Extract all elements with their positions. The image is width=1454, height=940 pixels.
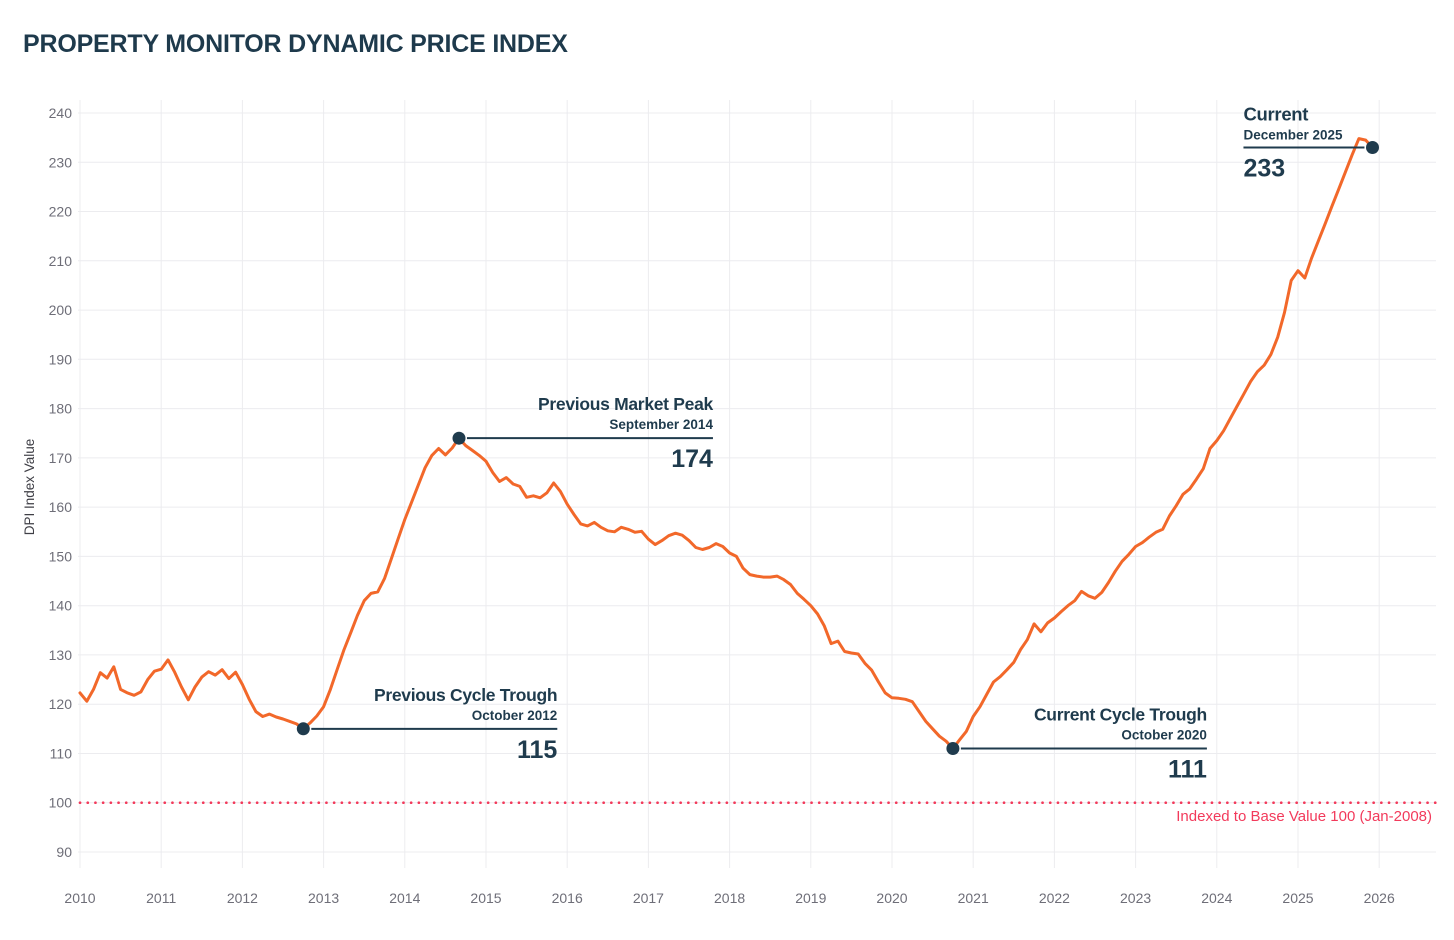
y-tick-label: 170: [49, 450, 73, 466]
x-tick-label: 2011: [146, 890, 176, 906]
y-tick-label: 120: [49, 696, 73, 712]
annotation-date: December 2025: [1243, 127, 1343, 142]
annotation-dot: [1366, 141, 1379, 154]
annotation-title: Current: [1243, 103, 1308, 124]
annotation-title: Previous Market Peak: [538, 394, 713, 414]
annotation-value: 115: [517, 736, 557, 764]
x-axis-ticks: 2010 2011 2012 2013 2014 2015 2016 2017 2018 2019…: [64, 890, 1395, 906]
y-tick-label: 110: [50, 746, 73, 762]
y-tick-label: 180: [49, 401, 73, 417]
x-tick-label: 2012: [227, 890, 258, 906]
x-tick-label: 2025: [1282, 890, 1313, 906]
x-tick-label: 2013: [308, 890, 339, 906]
dpi-price-line: [78, 137, 1374, 750]
x-tick-label: 2020: [876, 890, 907, 906]
annotation-date: October 2020: [1121, 728, 1207, 743]
y-tick-label: 200: [49, 302, 73, 318]
x-tick-label: 2015: [470, 890, 501, 906]
x-tick-label: 2018: [714, 890, 745, 906]
annotation-date: October 2012: [472, 708, 558, 723]
x-tick-label: 2010: [64, 890, 95, 906]
annotation-previous-market-peak: Previous Market Peak September 2014 174: [452, 394, 714, 473]
annotation-current: Current December 2025 233: [1243, 103, 1379, 182]
y-tick-label: 220: [49, 204, 73, 220]
annotation-date: September 2014: [609, 417, 713, 432]
y-tick-label: 210: [49, 253, 73, 269]
annotation-value: 174: [671, 445, 713, 473]
annotation-title: Previous Cycle Trough: [374, 685, 557, 705]
x-tick-label: 2017: [633, 890, 664, 906]
y-tick-label: 140: [49, 598, 73, 614]
page-title: PROPERTY MONITOR DYNAMIC PRICE INDEX: [23, 30, 568, 58]
annotation-dot: [452, 431, 466, 445]
y-tick-label: 90: [56, 844, 72, 860]
annotation-title: Current Cycle Trough: [1034, 705, 1207, 725]
y-tick-label: 150: [49, 548, 73, 564]
y-tick-label: 160: [49, 499, 73, 515]
x-tick-label: 2016: [552, 890, 583, 906]
annotation-dot: [946, 742, 960, 755]
y-axis-title: DPI Index Value: [22, 439, 37, 536]
annotation-value: 111: [1168, 756, 1207, 784]
x-tick-label: 2022: [1039, 890, 1070, 906]
x-tick-label: 2014: [389, 890, 420, 906]
annotation-value: 233: [1243, 154, 1285, 182]
x-tick-label: 2021: [958, 890, 989, 906]
y-tick-label: 230: [49, 154, 73, 170]
y-axis-ticks: 90 100 110 120 130 140 150 160 170 180 190 200 210 22…: [49, 105, 73, 860]
y-tick-label: 130: [49, 647, 73, 663]
x-tick-label: 2019: [795, 890, 826, 906]
gridlines: [78, 100, 1436, 868]
annotation-previous-cycle-trough: Previous Cycle Trough October 2012 115: [296, 685, 558, 764]
x-tick-label: 2023: [1120, 890, 1151, 906]
base-value-label: Indexed to Base Value 100 (Jan-2008): [1176, 808, 1432, 825]
y-tick-label: 240: [49, 105, 73, 121]
y-tick-label: 190: [49, 351, 73, 367]
base-value-line: Indexed to Base Value 100 (Jan-2008): [78, 801, 1438, 825]
x-tick-label: 2024: [1201, 890, 1232, 906]
annotation-dot: [296, 722, 310, 736]
x-tick-label: 2026: [1364, 890, 1395, 906]
annotation-current-cycle-trough: Current Cycle Trough October 2020 111: [946, 705, 1207, 784]
y-tick-label: 100: [49, 795, 73, 811]
